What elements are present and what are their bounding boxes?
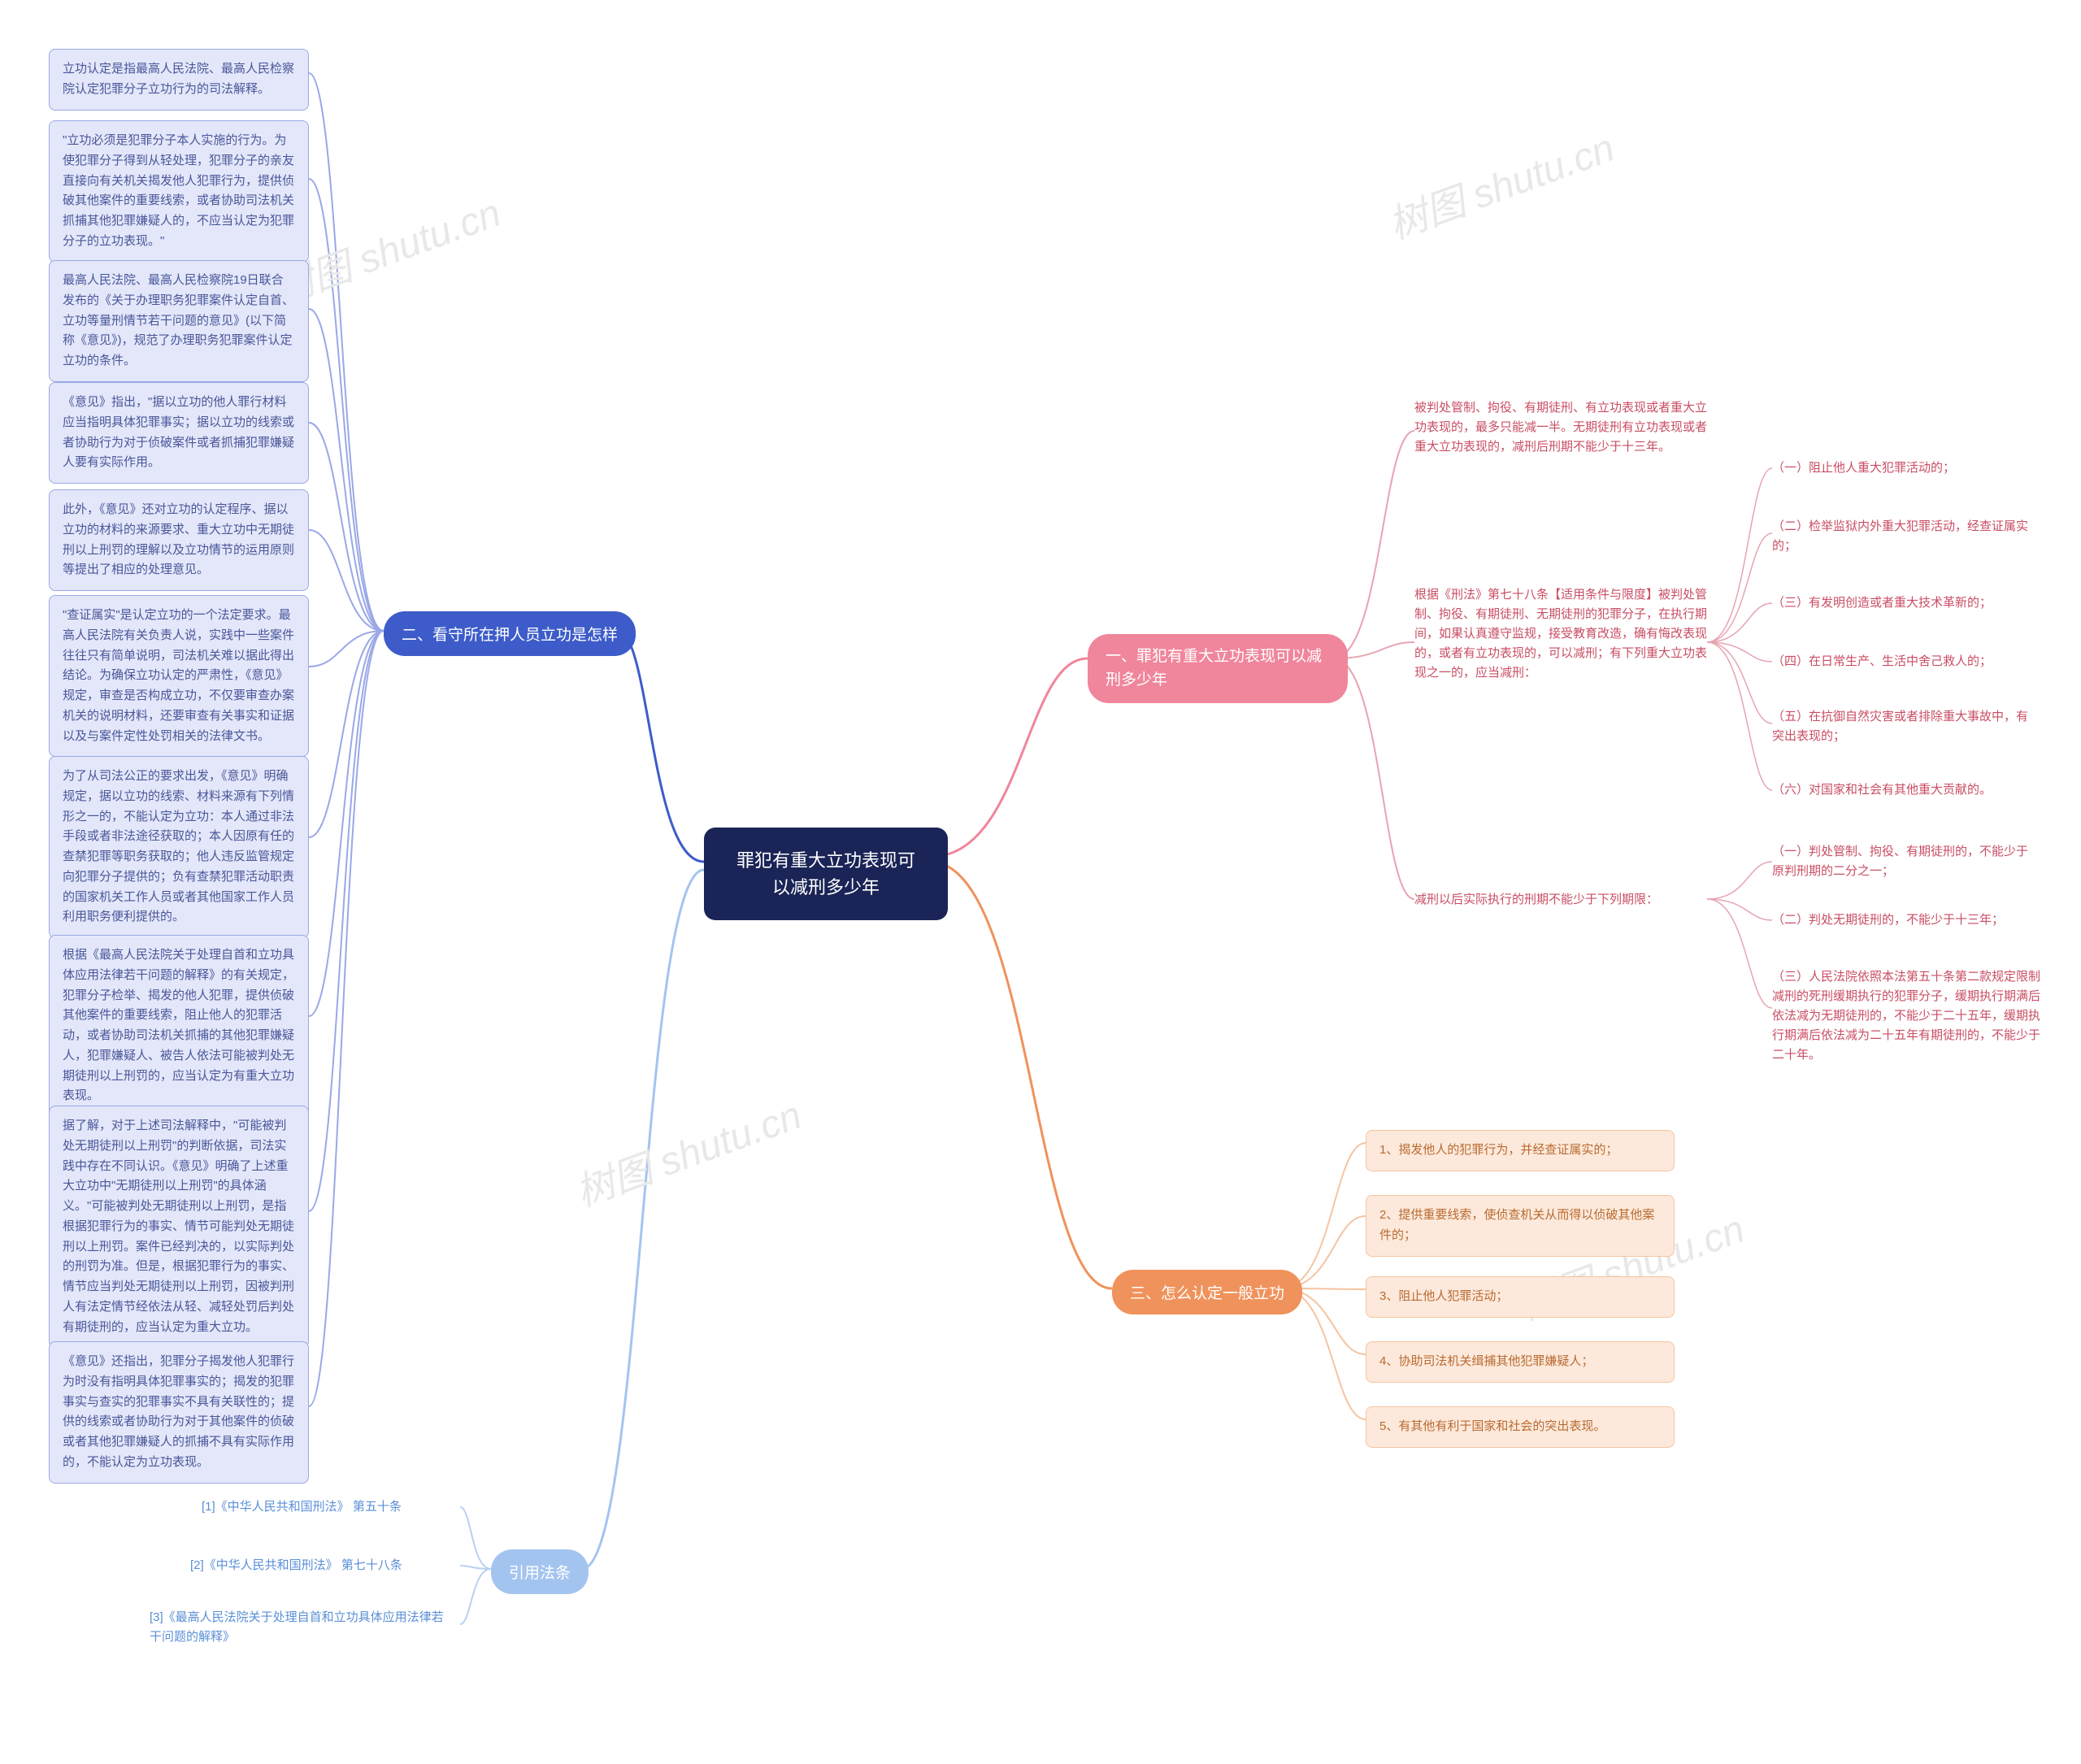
leaf-b3c3: 3、阻止他人犯罪活动；: [1366, 1276, 1675, 1318]
edge: [1333, 658, 1414, 899]
edge: [1707, 899, 1772, 920]
watermark: 树图 shutu.cn: [1379, 115, 1621, 250]
leaf-b1c2d: （四）在日常生产、生活中舍己救人的；: [1772, 652, 2032, 671]
edge: [582, 870, 704, 1569]
edge: [1707, 642, 1772, 723]
leaf-b1c3a: （一）判处管制、拘役、有期徒刑的，不能少于原判刑期的二分之一；: [1772, 842, 2032, 881]
leaf-b2c1: 立功认定是指最高人民法院、最高人民检察院认定犯罪分子立功行为的司法解释。: [49, 49, 309, 111]
leaf-b1c3c: （三）人民法院依照本法第五十条第二款规定限制减刑的死刑缓期执行的犯罪分子，缓期执…: [1772, 967, 2048, 1065]
leaf-b1c3: 减刑以后实际执行的刑期不能少于下列期限：: [1414, 890, 1707, 910]
leaf-b4c3: [3]《最高人民法院关于处理自首和立功具体应用法律若干问题的解释》: [150, 1608, 450, 1647]
edge: [309, 631, 384, 837]
leaf-b1c2: 根据《刑法》第七十八条【适用条件与限度】被判处管制、拘役、有期徒刑、无期徒刑的犯…: [1414, 585, 1707, 683]
leaf-b3c5: 5、有其他有利于国家和社会的突出表现。: [1366, 1406, 1675, 1448]
leaf-b2c3: 最高人民法院、最高人民检察院19日联合发布的《关于办理职务犯罪案件认定自首、立功…: [49, 260, 309, 382]
leaf-b1c2b: （二）检举监狱内外重大犯罪活动，经查证属实的；: [1772, 517, 2032, 556]
center-label: 罪犯有重大立功表现可以减刑多少年: [736, 850, 915, 897]
watermark: 树图 shutu.cn: [567, 1083, 808, 1217]
leaf-b2c5: 此外，《意见》还对立功的认定程序、据以立功的材料的来源要求、重大立功中无期徒刑以…: [49, 489, 309, 591]
branch-b2[interactable]: 二、看守所在押人员立功是怎样: [384, 611, 636, 656]
leaf-b1c2c: （三）有发明创造或者重大技术革新的；: [1772, 593, 2032, 613]
leaf-b4c2: [2]《中华人民共和国刑法》 第七十八条: [190, 1556, 450, 1575]
edge: [1707, 862, 1772, 899]
edge: [309, 73, 384, 631]
edge: [1707, 642, 1772, 662]
leaf-b3c4: 4、协助司法机关缉捕其他犯罪嫌疑人；: [1366, 1341, 1675, 1383]
leaf-b2c10: 《意见》还指出，犯罪分子揭发他人犯罪行为时没有指明具体犯罪事实的；揭发的犯罪事实…: [49, 1341, 309, 1484]
edge: [1707, 603, 1772, 642]
edge: [460, 1507, 491, 1569]
edge: [930, 658, 1088, 857]
edge: [1333, 431, 1414, 658]
leaf-b3c2: 2、提供重要线索，使侦查机关从而得以侦破其他案件的；: [1366, 1195, 1675, 1257]
edge: [618, 631, 704, 862]
branch-b3[interactable]: 三、怎么认定一般立功: [1112, 1270, 1302, 1314]
branch-b1[interactable]: 一、罪犯有重大立功表现可以减刑多少年: [1088, 634, 1348, 703]
edge: [309, 530, 384, 631]
edge: [930, 862, 1112, 1288]
edge: [1707, 468, 1772, 642]
edge: [1707, 533, 1772, 642]
edge: [1707, 642, 1772, 790]
edge: [460, 1569, 491, 1624]
leaf-b2c2: "立功必须是犯罪分子本人实施的行为。为使犯罪分子得到从轻处理，犯罪分子的亲友直接…: [49, 120, 309, 263]
branch-b4[interactable]: 引用法条: [491, 1549, 589, 1594]
edge: [309, 631, 384, 1406]
edge: [309, 423, 384, 631]
leaf-b1c2a: （一）阻止他人重大犯罪活动的；: [1772, 458, 2032, 478]
edge: [309, 631, 384, 1016]
edge: [309, 631, 384, 667]
center-node: 罪犯有重大立功表现可以减刑多少年: [704, 828, 948, 920]
leaf-b2c4: 《意见》指出，"据以立功的他人罪行材料应当指明具体犯罪事实；据以立功的线索或者协…: [49, 382, 309, 484]
edge: [309, 179, 384, 631]
edge: [309, 309, 384, 631]
leaf-b3c1: 1、揭发他人的犯罪行为，并经查证属实的；: [1366, 1130, 1675, 1171]
leaf-b4c1: [1]《中华人民共和国刑法》 第五十条: [202, 1497, 462, 1517]
leaf-b2c6: "查证属实"是认定立功的一个法定要求。最高人民法院有关负责人说，实践中一些案件往…: [49, 595, 309, 757]
edge: [460, 1566, 491, 1569]
edge: [309, 631, 384, 1211]
leaf-b2c9: 据了解，对于上述司法解释中，"可能被判处无期徒刑以上刑罚"的判断依据，司法实践中…: [49, 1106, 309, 1348]
leaf-b2c7: 为了从司法公正的要求出发，《意见》明确规定，据以立功的线索、材料来源有下列情形之…: [49, 756, 309, 938]
leaf-b1c2e: （五）在抗御自然灾害或者排除重大事故中，有突出表现的；: [1772, 707, 2032, 746]
leaf-b1c1: 被判处管制、拘役、有期徒刑、有立功表现或者重大立功表现的，最多只能减一半。无期徒…: [1414, 398, 1707, 457]
edge: [1281, 1143, 1366, 1288]
edge: [1707, 899, 1772, 1008]
leaf-b1c3b: （二）判处无期徒刑的，不能少于十三年；: [1772, 910, 2032, 930]
leaf-b1c2f: （六）对国家和社会有其他重大贡献的。: [1772, 780, 2032, 800]
leaf-b2c8: 根据《最高人民法院关于处理自首和立功具体应用法律若干问题的解释》的有关规定，犯罪…: [49, 935, 309, 1117]
